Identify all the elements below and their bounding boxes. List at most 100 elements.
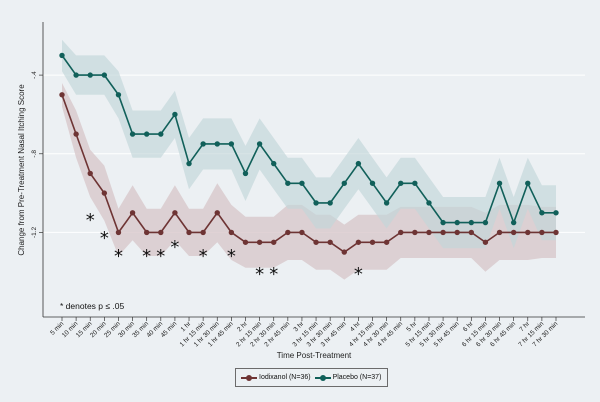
significance-star: * [199,246,208,267]
data-point-1 [553,210,559,216]
data-point-1 [454,219,460,226]
y-axis-title: Change from Pre-Treatment Nasal Itching … [17,84,26,256]
data-point-0 [73,131,79,137]
data-point-0 [186,229,192,236]
significance-star: * [354,264,363,285]
data-point-1 [327,200,333,206]
data-point-1 [285,180,291,186]
data-point-0 [271,239,277,245]
data-point-1 [355,160,362,167]
legend-label-placebo: Placebo (N=37) [332,374,382,381]
legend-item-placebo: Placebo (N=37) [314,374,382,382]
data-point-1 [539,210,545,216]
data-point-0 [525,229,531,236]
legend: Iodixanol (N=36) Placebo (N=37) [235,368,388,387]
series-line-0 [61,94,556,254]
data-point-1 [426,200,432,206]
data-point-0 [87,170,93,177]
significance-star: * [269,264,278,285]
data-point-1 [87,72,93,78]
data-point-0 [510,229,517,236]
data-point-1 [172,111,178,118]
y-tick-label: -1.2 [31,226,38,238]
x-axis-title: Time Post-Treatment [277,351,352,360]
x-tick-label: 45 min [160,320,179,339]
data-point-1 [214,141,220,147]
series-points [59,52,559,255]
legend-swatch-placebo [314,374,331,382]
data-point-0 [426,229,432,236]
data-point-0 [285,229,291,236]
data-point-0 [412,229,418,236]
data-point-1 [482,219,489,226]
data-point-0 [228,229,235,236]
data-point-0 [355,239,362,245]
data-point-1 [73,72,79,78]
data-point-1 [200,141,206,147]
data-point-1 [412,180,418,186]
data-point-1 [129,131,136,137]
data-point-1 [510,219,517,226]
data-point-1 [158,131,164,137]
y-tick-label: -.4 [31,71,38,79]
significance-star: * [170,237,179,258]
significance-star: * [142,246,151,267]
data-point-0 [158,229,164,236]
data-point-0 [327,239,333,245]
significance-star: * [114,246,123,267]
data-point-1 [383,200,390,206]
significance-star: * [156,246,165,267]
legend-label-iodixanol: Iodixanol (N=36) [259,374,311,381]
data-point-1 [369,180,376,186]
data-point-1 [256,141,263,147]
confidence-band-1 [62,39,556,249]
data-point-1 [228,141,235,147]
data-point-1 [186,160,192,167]
data-point-0 [341,249,347,255]
data-point-0 [256,239,263,245]
data-point-0 [115,229,122,236]
legend-item-iodixanol: Iodixanol (N=36) [241,374,311,382]
y-tick-label: -.8 [31,150,38,158]
data-point-1 [59,52,65,59]
data-point-1 [525,180,531,186]
data-point-0 [539,229,545,236]
significance-star: * [255,264,264,285]
confidence-bands [62,39,556,280]
data-point-1 [242,170,249,177]
data-point-1 [496,180,503,186]
data-point-1 [313,200,319,206]
data-point-0 [454,229,460,236]
data-point-1 [271,160,277,167]
data-point-0 [101,190,108,196]
significance-star: * [227,246,236,267]
data-point-1 [115,92,122,98]
data-point-0 [200,229,206,236]
data-point-0 [482,239,489,245]
data-point-1 [440,219,446,226]
data-point-0 [129,210,136,216]
data-point-0 [496,229,503,236]
data-point-0 [299,229,305,236]
data-point-0 [242,239,249,245]
significance-star: * [86,210,95,231]
legend-swatch-iodixanol [241,374,257,382]
data-point-1 [398,180,404,186]
data-point-0 [369,239,376,245]
data-point-0 [440,229,446,236]
data-point-1 [299,180,305,186]
data-point-1 [101,72,108,78]
data-point-0 [553,229,559,236]
data-point-1 [468,219,475,226]
significance-star: * [100,228,109,249]
data-point-0 [59,92,65,98]
data-point-0 [383,239,390,245]
data-point-0 [313,239,319,245]
significance-note: * denotes p ≤ .05 [60,301,124,311]
data-point-0 [398,229,404,236]
data-point-1 [341,180,347,186]
data-point-0 [214,210,220,216]
significance-stars: *** * * * * ** * * [86,210,363,285]
data-point-1 [143,131,150,137]
